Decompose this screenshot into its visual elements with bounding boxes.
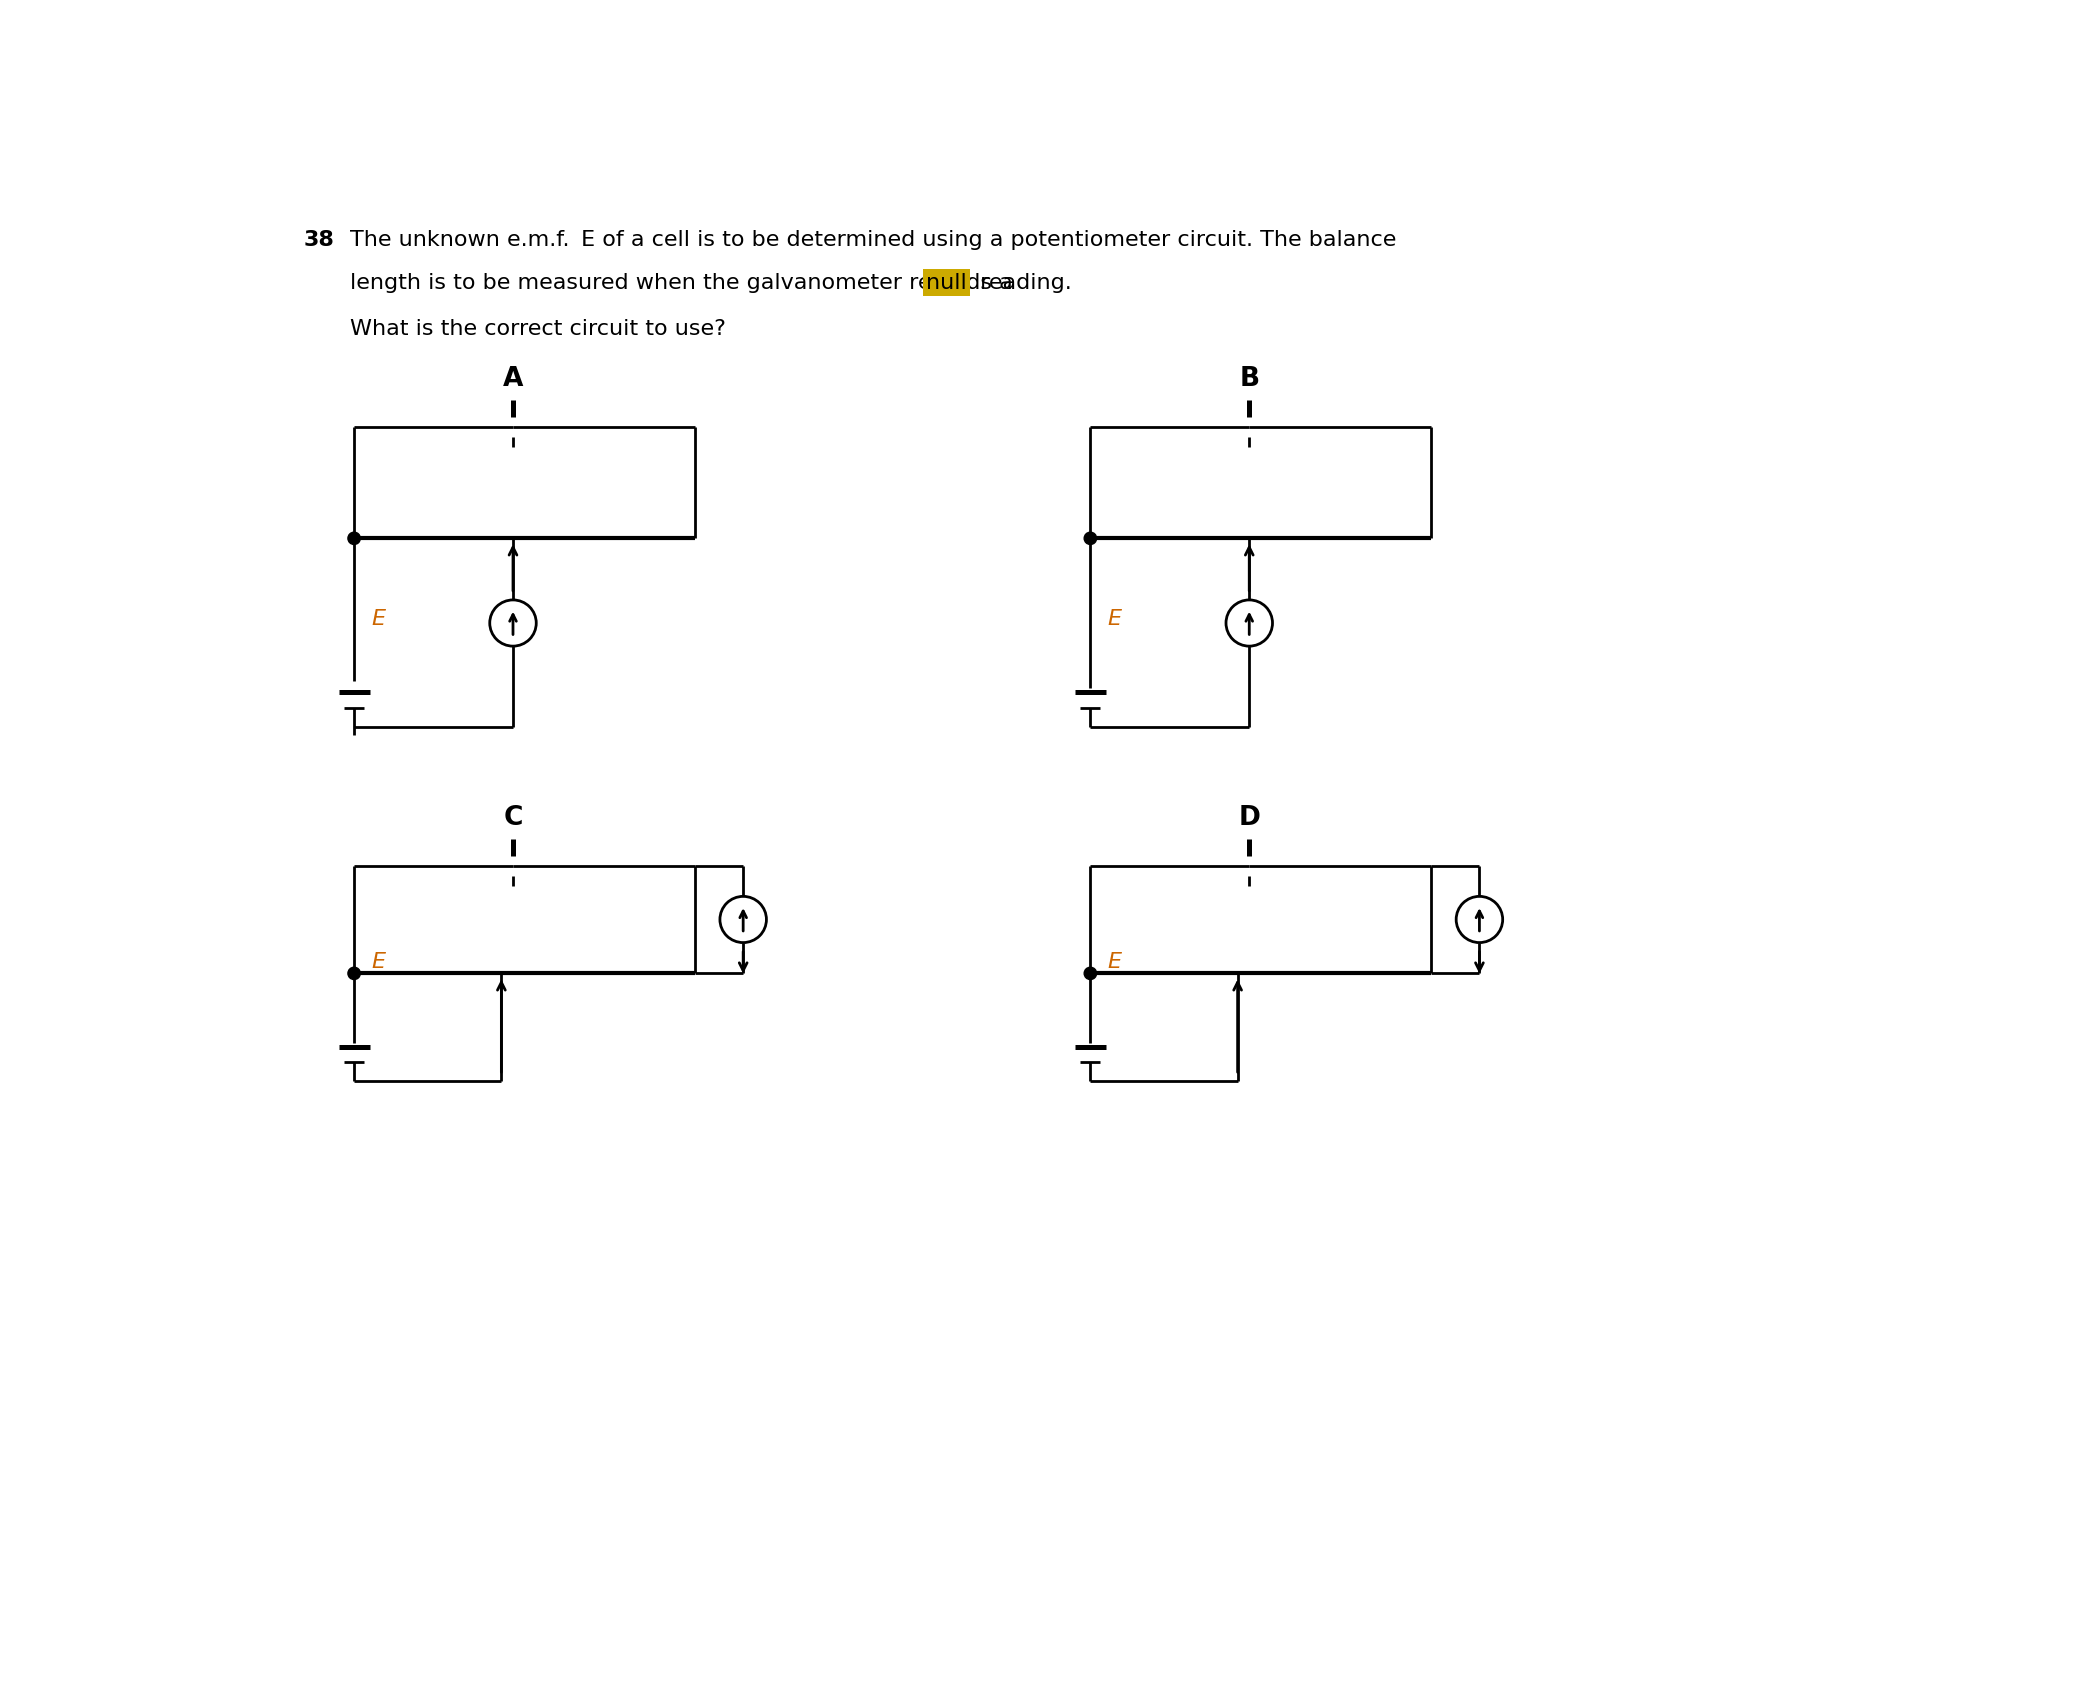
Text: D: D [1239,806,1260,831]
Text: 38: 38 [303,230,334,251]
Text: B: B [1239,367,1260,392]
Circle shape [1084,967,1097,979]
Text: length is to be measured when the galvanometer records a: length is to be measured when the galvan… [351,272,1019,293]
Circle shape [1084,532,1097,545]
Text: C: C [503,806,522,831]
Text: E: E [372,609,384,629]
Text: reading.: reading. [973,272,1072,293]
Text: E: E [372,952,384,972]
Text: What is the correct circuit to use?: What is the correct circuit to use? [351,320,727,338]
Text: E: E [1107,609,1122,629]
Text: E: E [1107,952,1122,972]
Text: null: null [925,272,967,293]
Text: A: A [503,367,522,392]
Text: The unknown e.m.f.  ​E of a cell is to be determined using a potentiometer circu: The unknown e.m.f. ​E of a cell is to be… [351,230,1398,251]
Circle shape [349,532,359,545]
Circle shape [349,967,359,979]
